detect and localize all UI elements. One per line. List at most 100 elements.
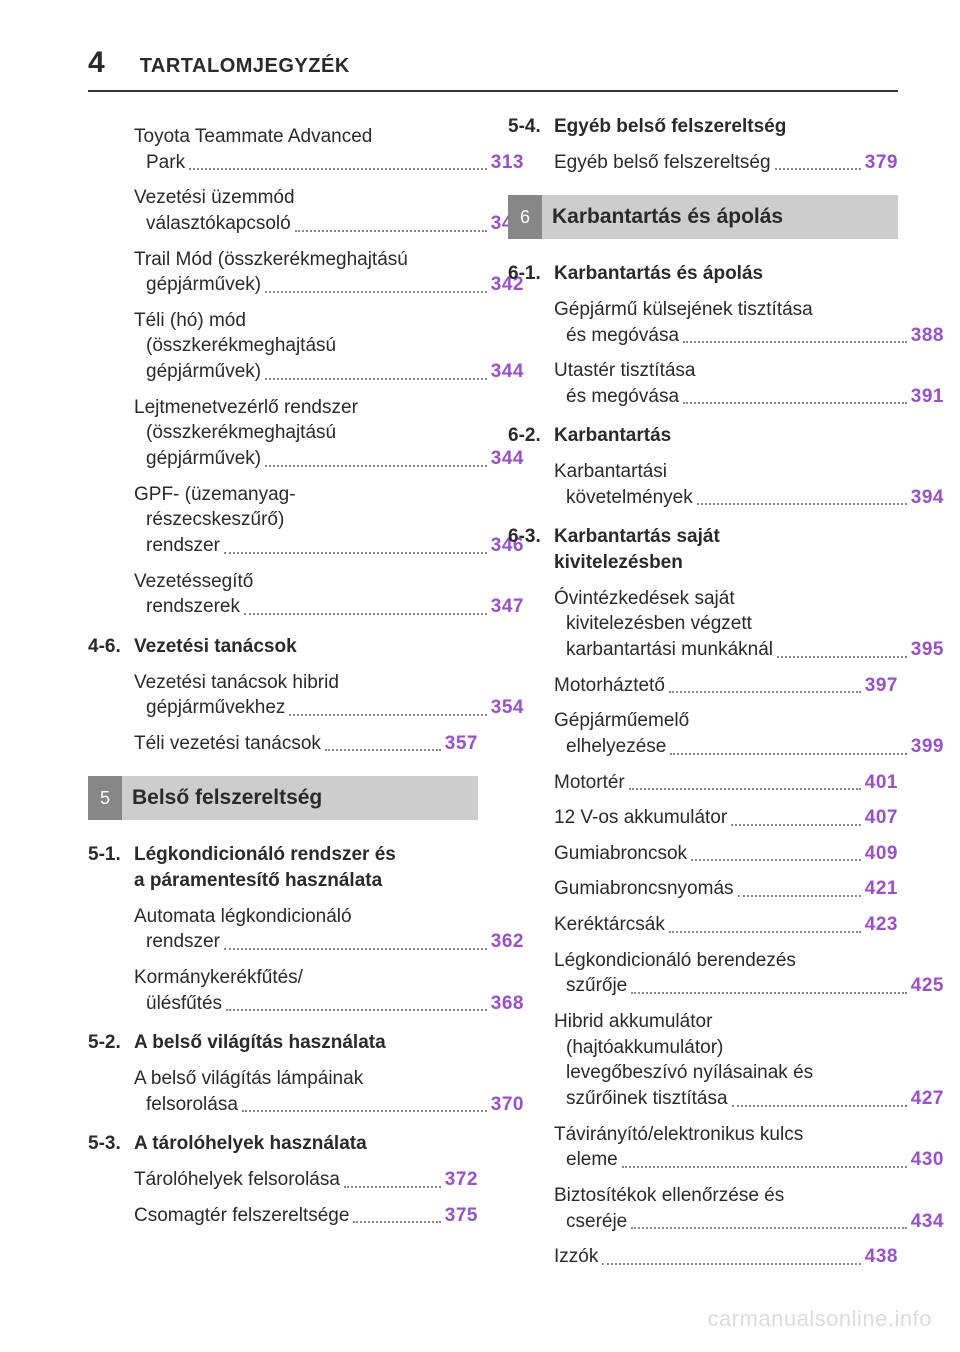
toc-leader	[226, 1009, 487, 1011]
toc-entry-label: 12 V-os akkumulátor	[554, 805, 727, 831]
toc-leader	[629, 788, 861, 790]
toc-entry-label: Csomagtér felszereltsége	[134, 1203, 349, 1229]
sub-title: A tárolóhelyek használata	[134, 1131, 478, 1157]
toc-leader	[697, 503, 907, 505]
toc-page-ref[interactable]: 395	[911, 637, 944, 663]
toc-leader	[669, 931, 861, 933]
sub-num: 6-2.	[508, 423, 554, 449]
toc-leader	[242, 1110, 487, 1112]
toc-entry-line: Óvintézkedések saját	[554, 586, 944, 612]
toc-page-ref[interactable]: 357	[445, 731, 478, 757]
toc-page-ref[interactable]: 379	[865, 150, 898, 176]
toc-page-ref[interactable]: 438	[865, 1244, 898, 1270]
toc-entry-line: gépjárművekhez	[146, 695, 285, 721]
toc-entry: Csomagtér felszereltsége 375	[134, 1203, 478, 1229]
toc-entry-line: karbantartási munkáknál	[566, 637, 773, 663]
toc-entry: Toyota Teammate AdvancedPark313	[134, 124, 524, 175]
toc-entry-line: rendszer	[146, 533, 220, 559]
toc-entry: Gépjármű külsejének tisztításaés megóvás…	[554, 297, 944, 348]
toc-entry-line: rendszerek	[146, 594, 240, 620]
toc-leader	[622, 1166, 907, 1168]
toc-entry: 12 V-os akkumulátor 407	[554, 805, 898, 831]
toc-page-ref[interactable]: 375	[445, 1203, 478, 1229]
toc-entry-line: levegőbeszívó nyílásainak és	[554, 1060, 944, 1086]
toc-page-ref[interactable]: 388	[911, 323, 944, 349]
toc-entry: Motortér 401	[554, 770, 898, 796]
left-column: Toyota Teammate AdvancedPark313Vezetési …	[88, 114, 478, 1280]
right-column: 5-4. Egyéb belső felszereltség Egyéb bel…	[508, 114, 898, 1280]
toc-leader	[224, 552, 487, 554]
toc-page-ref[interactable]: 434	[911, 1209, 944, 1235]
toc-page-ref[interactable]: 427	[911, 1086, 944, 1112]
toc-entry-line: (összkerékmeghajtású	[134, 420, 524, 446]
toc-page-ref[interactable]: 423	[865, 912, 898, 938]
toc-entry: Karbantartásikövetelmények394	[554, 459, 944, 510]
toc-page-ref[interactable]: 372	[445, 1167, 478, 1193]
toc-entry: Biztosítékok ellenőrzése éscseréje434	[554, 1183, 944, 1234]
toc-entry-line: Biztosítékok ellenőrzése és	[554, 1183, 944, 1209]
toc-entry: Egyéb belső felszereltség379	[554, 150, 898, 176]
sub-5-3-entries: Tárolóhelyek felsorolása 372 Csomagtér fel…	[88, 1167, 478, 1228]
toc-entry-line: Vezetési üzemmód	[134, 185, 524, 211]
toc-leader	[289, 714, 486, 716]
toc-entry: Téli vezetési tanácsok357	[134, 731, 478, 757]
toc-page-ref[interactable]: 421	[865, 876, 898, 902]
sub-title: Karbantartás és ápolás	[554, 261, 898, 287]
toc-entry-line: GPF- (üzemanyag-	[134, 482, 524, 508]
toc-page-ref[interactable]: 407	[865, 805, 898, 831]
toc-entry-label: Motortér	[554, 770, 625, 796]
toc-entry: Kormánykerékfűtés/ülésfűtés368	[134, 965, 524, 1016]
section-5-header: 5 Belső felszereltség	[88, 776, 478, 820]
toc-page-ref[interactable]: 397	[865, 673, 898, 699]
toc-page-ref[interactable]: 401	[865, 770, 898, 796]
toc-leader	[631, 992, 907, 994]
toc-page-ref[interactable]: 430	[911, 1147, 944, 1173]
toc-entry-line: Hibrid akkumulátor	[554, 1009, 944, 1035]
toc-leader	[631, 1227, 907, 1229]
toc-entry-line: Kormánykerékfűtés/	[134, 965, 524, 991]
toc-entry-line: (összkerékmeghajtású	[134, 333, 524, 359]
toc-leader	[669, 691, 861, 693]
sub-num: 5-3.	[88, 1131, 134, 1157]
sub-5-2-entries: A belső világítás lámpáinakfelsorolása37…	[88, 1066, 478, 1117]
toc-entry: Izzók438	[554, 1244, 898, 1270]
toc-leader	[775, 168, 861, 170]
toc-page-ref[interactable]: 409	[865, 841, 898, 867]
toc-page-ref[interactable]: 394	[911, 485, 944, 511]
toc-entry-line: és megóvása	[566, 323, 679, 349]
toc-entry-line: Gépjármű külsejének tisztítása	[554, 297, 944, 323]
toc-entry-line: Vezetéssegítő	[134, 569, 524, 595]
toc-entry-line: Gépjárműemelő	[554, 708, 944, 734]
sub-6-3-heading: 6-3. Karbantartás sajátkivitelezésben	[508, 524, 898, 575]
toc-leader	[683, 341, 907, 343]
toc-page-ref[interactable]: 399	[911, 734, 944, 760]
toc-page-ref[interactable]: 425	[911, 973, 944, 999]
toc-entry: Motorháztető 397	[554, 673, 898, 699]
toc-entry-line: felsorolása	[146, 1092, 238, 1118]
sub-num: 4-6.	[88, 634, 134, 660]
sub-5-4-entries: Egyéb belső felszereltség379	[508, 150, 898, 176]
toc-entry-label: Motorháztető	[554, 673, 665, 699]
sub-5-3-heading: 5-3. A tárolóhelyek használata	[88, 1131, 478, 1157]
toc-entry-line: kivitelezésben végzett	[554, 611, 944, 637]
sub-5-1-entries: Automata légkondicionálórendszer362Kormá…	[88, 904, 478, 1017]
sub-num: 6-1.	[508, 261, 554, 287]
toc-entry-label: Tárolóhelyek felsorolása	[134, 1167, 340, 1193]
sub-num: 5-4.	[508, 114, 554, 140]
toc-entry: Vezetési tanácsok hibridgépjárművekhez35…	[134, 670, 524, 721]
toc-entry-line: Vezetési tanácsok hibrid	[134, 670, 524, 696]
sub-6-3-entries: Óvintézkedések sajátkivitelezésben végze…	[508, 586, 898, 1270]
toc-leader	[265, 291, 487, 293]
toc-entry-line: Utastér tisztítása	[554, 358, 944, 384]
sub-6-1-entries: Gépjármű külsejének tisztításaés megóvás…	[508, 297, 898, 410]
toc-leader	[691, 859, 861, 861]
toc-leader	[353, 1221, 440, 1223]
toc-entry-line: szűrője	[566, 973, 627, 999]
toc-entry-line: részecskeszűrő)	[134, 507, 524, 533]
toc-leader	[731, 824, 861, 826]
toc-entry: Keréktárcsák423	[554, 912, 898, 938]
toc-entry-line: Távirányító/elektronikus kulcs	[554, 1122, 944, 1148]
toc-leader	[325, 749, 441, 751]
toc-page-ref[interactable]: 391	[911, 384, 944, 410]
toc-entry-line: (hajtóakkumulátor)	[554, 1035, 944, 1061]
